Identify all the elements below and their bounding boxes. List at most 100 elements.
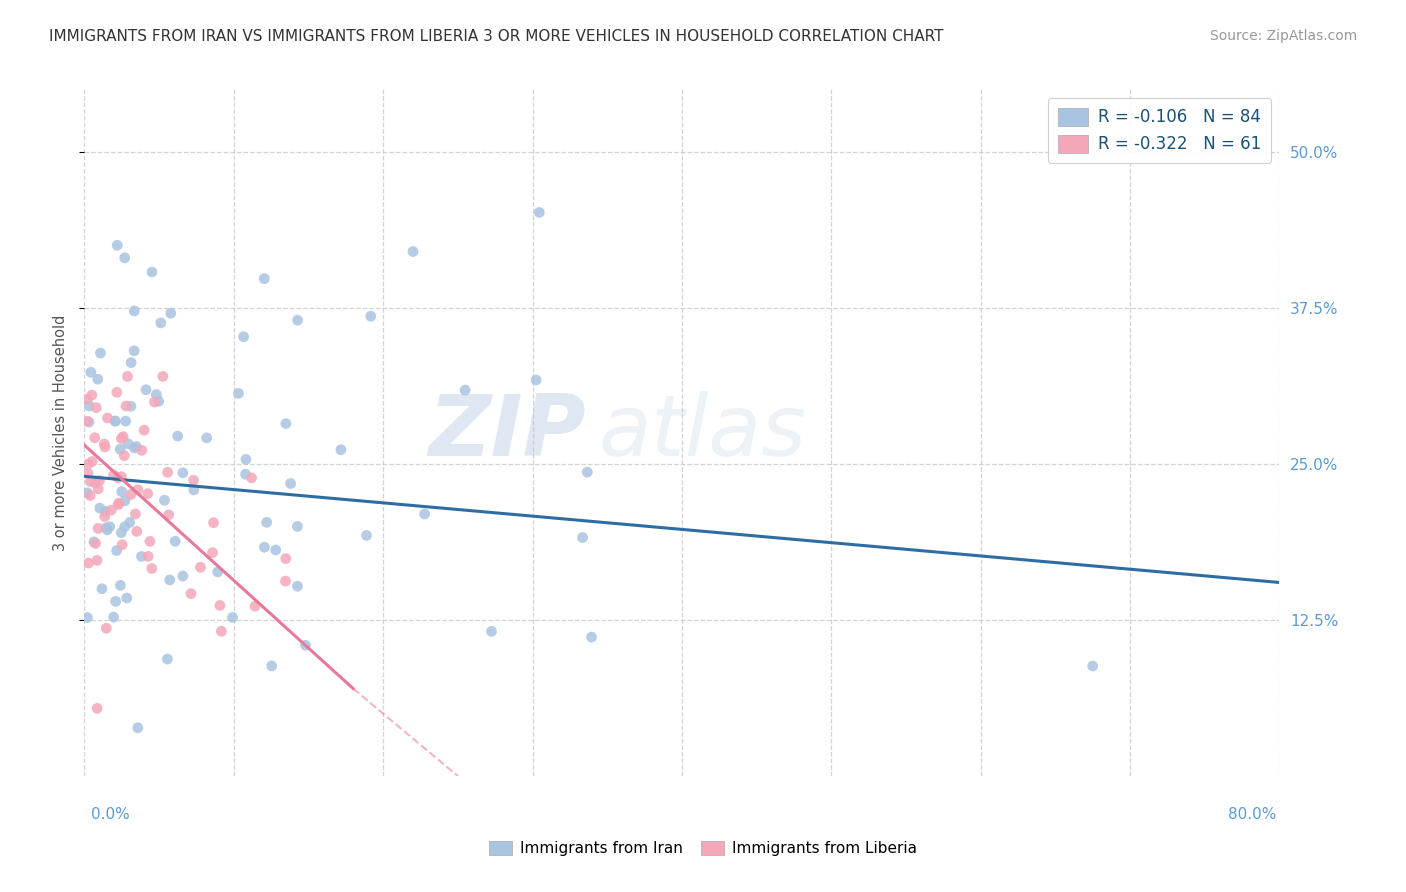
Point — [86, 553, 108, 567]
Point — [108, 496, 131, 510]
Point — [481, 624, 503, 639]
Point — [112, 430, 135, 444]
Point — [122, 441, 145, 455]
Point — [127, 483, 149, 497]
Point — [156, 465, 179, 479]
Point — [117, 369, 139, 384]
Point — [115, 591, 138, 605]
Point — [117, 436, 139, 450]
Point — [253, 540, 276, 554]
Point — [287, 313, 309, 327]
Point — [80, 365, 103, 379]
Point — [260, 659, 283, 673]
Point — [100, 503, 122, 517]
Point — [201, 546, 224, 560]
Point — [207, 565, 229, 579]
Point — [77, 457, 100, 471]
Point — [96, 411, 118, 425]
Point — [115, 399, 138, 413]
Legend: R = -0.106   N = 84, R = -0.322   N = 61: R = -0.106 N = 84, R = -0.322 N = 61 — [1047, 97, 1271, 163]
Point — [91, 582, 114, 596]
Point — [76, 610, 98, 624]
Point — [110, 525, 132, 540]
Point — [110, 578, 132, 592]
Point — [76, 414, 98, 428]
Point — [243, 599, 266, 614]
Point — [114, 493, 136, 508]
Point — [152, 369, 174, 384]
Point — [89, 346, 111, 360]
Point — [89, 501, 111, 516]
Point — [94, 504, 117, 518]
Point — [413, 507, 436, 521]
Point — [114, 520, 136, 534]
Point — [98, 519, 121, 533]
Text: atlas: atlas — [599, 391, 806, 475]
Point — [136, 549, 159, 564]
Point — [274, 574, 297, 588]
Point — [103, 610, 125, 624]
Point — [183, 473, 205, 487]
Point — [329, 442, 352, 457]
Point — [96, 523, 118, 537]
Point — [77, 415, 100, 429]
Point — [120, 356, 142, 370]
Point — [156, 652, 179, 666]
Text: IMMIGRANTS FROM IRAN VS IMMIGRANTS FROM LIBERIA 3 OR MORE VEHICLES IN HOUSEHOLD : IMMIGRANTS FROM IRAN VS IMMIGRANTS FROM … — [49, 29, 943, 44]
Point — [93, 437, 115, 451]
Point — [94, 440, 117, 454]
Point — [112, 449, 135, 463]
Point — [105, 238, 128, 252]
Point — [105, 543, 128, 558]
Point — [166, 429, 188, 443]
Point — [172, 466, 194, 480]
Point — [125, 524, 148, 539]
Point — [221, 610, 243, 624]
Point — [172, 569, 194, 583]
Text: 80.0%: 80.0% — [1229, 807, 1277, 822]
Point — [127, 721, 149, 735]
Point — [131, 443, 153, 458]
Point — [1081, 659, 1104, 673]
Point — [118, 516, 141, 530]
Point — [124, 304, 146, 318]
Point — [209, 624, 232, 639]
Point — [195, 431, 218, 445]
Text: Source: ZipAtlas.com: Source: ZipAtlas.com — [1209, 29, 1357, 43]
Point — [235, 452, 257, 467]
Point — [104, 414, 127, 428]
Point — [86, 701, 108, 715]
Point — [83, 534, 105, 549]
Point — [145, 387, 167, 401]
Point — [87, 521, 110, 535]
Point — [232, 329, 254, 343]
Point — [80, 388, 103, 402]
Point — [228, 386, 250, 401]
Point — [76, 485, 98, 500]
Point — [529, 205, 551, 219]
Point — [86, 401, 108, 415]
Point — [96, 621, 118, 635]
Point — [141, 265, 163, 279]
Point — [89, 474, 111, 488]
Point — [240, 471, 263, 485]
Point — [581, 630, 603, 644]
Point — [180, 587, 202, 601]
Point — [124, 507, 146, 521]
Point — [183, 483, 205, 497]
Point — [287, 579, 309, 593]
Point — [256, 516, 278, 530]
Point — [131, 549, 153, 564]
Point — [79, 475, 101, 489]
Point — [135, 383, 157, 397]
Point — [87, 372, 110, 386]
Point — [76, 392, 98, 406]
Point — [84, 536, 107, 550]
Point — [274, 551, 297, 566]
Point — [77, 556, 100, 570]
Point — [360, 310, 382, 324]
Point — [190, 560, 212, 574]
Point — [576, 465, 599, 479]
Point — [104, 594, 127, 608]
Point — [454, 383, 477, 397]
